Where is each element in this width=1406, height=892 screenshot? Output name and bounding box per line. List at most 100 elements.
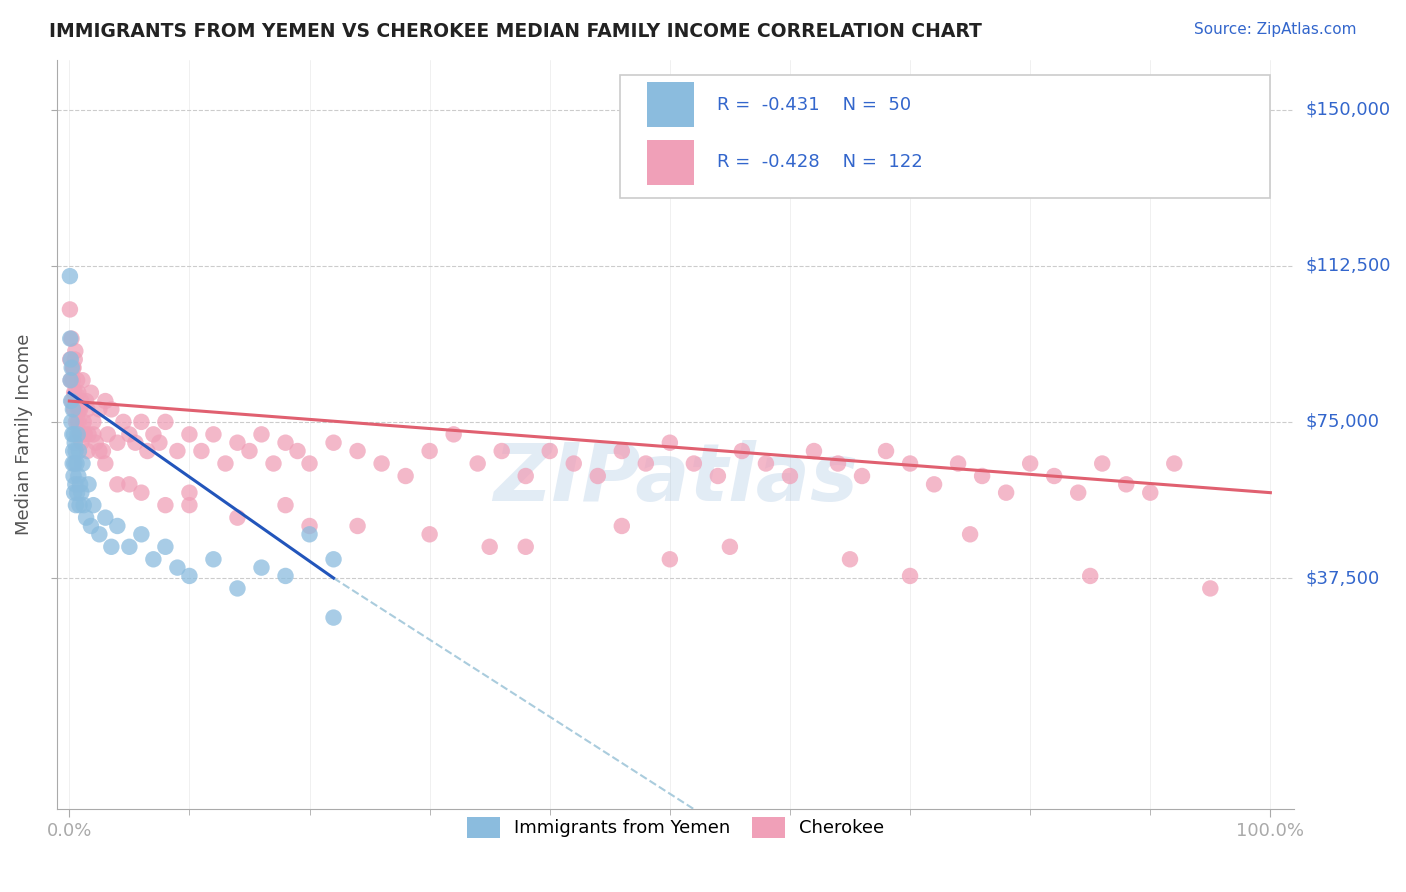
Point: [491, 444, 513, 458]
Point: [65, 498, 87, 512]
Point: [59, 332, 82, 346]
Point: [66, 415, 89, 429]
Point: [136, 444, 159, 458]
Point: [63, 427, 86, 442]
Point: [75, 394, 97, 409]
Point: [1019, 457, 1042, 471]
Point: [59, 352, 82, 367]
Point: [89, 527, 111, 541]
Point: [124, 435, 146, 450]
Legend: Immigrants from Yemen, Cherokee: Immigrants from Yemen, Cherokee: [460, 810, 891, 845]
Point: [155, 540, 177, 554]
Point: [62, 402, 84, 417]
Point: [118, 427, 141, 442]
Text: $112,500: $112,500: [1306, 257, 1391, 275]
Point: [1078, 569, 1101, 583]
Point: [731, 444, 754, 458]
Point: [63, 435, 86, 450]
Text: IMMIGRANTS FROM YEMEN VS CHEROKEE MEDIAN FAMILY INCOME CORRELATION CHART: IMMIGRANTS FROM YEMEN VS CHEROKEE MEDIAN…: [49, 22, 981, 41]
Point: [898, 457, 921, 471]
Point: [658, 435, 681, 450]
Text: $150,000: $150,000: [1306, 101, 1391, 119]
Point: [65, 344, 87, 359]
Point: [972, 469, 994, 483]
Point: [538, 444, 561, 458]
Point: [65, 385, 87, 400]
Point: [91, 444, 114, 458]
Point: [898, 569, 921, 583]
Point: [62, 360, 84, 375]
Point: [131, 485, 153, 500]
Point: [658, 552, 681, 566]
Point: [67, 415, 90, 429]
Point: [84, 435, 107, 450]
Point: [60, 332, 83, 346]
Point: [839, 552, 862, 566]
Point: [179, 427, 201, 442]
Point: [94, 394, 117, 409]
Point: [803, 444, 825, 458]
Point: [105, 435, 128, 450]
Point: [478, 540, 501, 554]
Point: [100, 540, 122, 554]
Point: [179, 569, 201, 583]
Y-axis label: Median Family Income: Median Family Income: [15, 334, 32, 535]
Point: [67, 402, 90, 417]
Point: [62, 373, 84, 387]
Point: [105, 519, 128, 533]
Point: [67, 385, 90, 400]
Point: [65, 415, 87, 429]
Point: [73, 498, 96, 512]
Point: [131, 527, 153, 541]
Point: [851, 469, 873, 483]
Point: [287, 444, 309, 458]
Point: [100, 402, 122, 417]
Point: [65, 444, 87, 458]
Point: [274, 498, 297, 512]
Point: [875, 444, 897, 458]
Point: [155, 415, 177, 429]
Point: [76, 444, 98, 458]
Point: [779, 469, 801, 483]
Point: [419, 444, 441, 458]
Point: [73, 415, 96, 429]
Point: [82, 415, 104, 429]
Point: [226, 510, 249, 524]
Point: [77, 477, 100, 491]
Point: [322, 552, 344, 566]
Point: [562, 457, 585, 471]
Point: [298, 519, 321, 533]
Text: R =  -0.431    N =  50: R = -0.431 N = 50: [717, 95, 911, 113]
Point: [586, 469, 609, 483]
Point: [322, 435, 344, 450]
Point: [250, 427, 273, 442]
Point: [298, 527, 321, 541]
Point: [707, 469, 730, 483]
Point: [683, 457, 706, 471]
Text: $37,500: $37,500: [1306, 569, 1379, 587]
Point: [69, 477, 91, 491]
Point: [63, 457, 86, 471]
Point: [60, 415, 83, 429]
Point: [1199, 582, 1222, 596]
Point: [1043, 469, 1066, 483]
Point: [190, 444, 212, 458]
Point: [80, 385, 103, 400]
Point: [148, 435, 170, 450]
Point: [66, 485, 89, 500]
Point: [72, 373, 94, 387]
Point: [995, 485, 1018, 500]
Point: [72, 457, 94, 471]
Point: [515, 540, 537, 554]
Point: [263, 457, 285, 471]
Point: [73, 427, 96, 442]
Point: [274, 569, 297, 583]
Point: [370, 457, 392, 471]
Point: [59, 373, 82, 387]
Point: [515, 469, 537, 483]
Point: [298, 457, 321, 471]
Point: [69, 402, 91, 417]
Point: [946, 457, 969, 471]
Point: [62, 469, 84, 483]
Point: [59, 352, 82, 367]
